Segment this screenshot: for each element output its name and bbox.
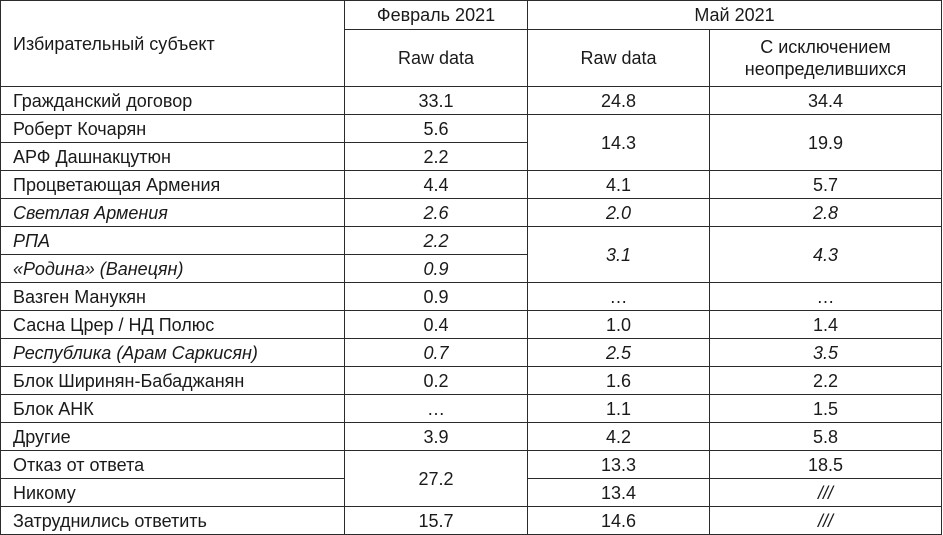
may-value: 4.1	[527, 170, 710, 199]
row-label: Вазген Манукян	[0, 282, 345, 311]
table-row: Затруднились ответить 15.7 14.6 ///	[0, 506, 942, 535]
may-value: 1.0	[527, 310, 710, 339]
row-label: Сасна Црер / НД Полюс	[0, 310, 345, 339]
may-excl-value: 5.7	[709, 170, 942, 199]
may-value: 2.0	[527, 198, 710, 227]
may-excluding-undecided-header: С исключением неопределившихся	[709, 29, 942, 87]
table-row: АРФ Дашнакцутюн 2.2	[0, 142, 942, 171]
row-label: Роберт Кочарян	[0, 114, 345, 143]
may-value: 24.8	[527, 86, 710, 115]
row-label: Отказ от ответа	[0, 450, 345, 479]
table-row: Сасна Црер / НД Полюс 0.4 1.0 1.4	[0, 310, 942, 339]
feb-value: 5.6	[344, 114, 528, 143]
row-label: Процветающая Армения	[0, 170, 345, 199]
excl-header-line1: С исключением	[760, 37, 891, 57]
may-excl-value: 19.9	[709, 114, 942, 171]
may-excl-value: …	[709, 282, 942, 311]
row-label: Светлая Армения	[0, 198, 345, 227]
may-excl-value: 2.8	[709, 198, 942, 227]
feb-value: 4.4	[344, 170, 528, 199]
table-row: Другие 3.9 4.2 5.8	[0, 422, 942, 451]
feb-value: 0.9	[344, 282, 528, 311]
row-label: Блок Ширинян-Бабаджанян	[0, 366, 345, 395]
table-row: Блок АНК … 1.1 1.5	[0, 394, 942, 423]
may-excl-value: 18.5	[709, 450, 942, 479]
may-value: 13.4	[527, 478, 710, 507]
may-value: …	[527, 282, 710, 311]
may-excl-value: 3.5	[709, 338, 942, 367]
may-excl-value: 5.8	[709, 422, 942, 451]
row-label: Другие	[0, 422, 345, 451]
row-label: Никому	[0, 478, 345, 507]
feb-value: 33.1	[344, 86, 528, 115]
feb-value: 3.9	[344, 422, 528, 451]
feb-value: 0.2	[344, 366, 528, 395]
feb-value: …	[344, 394, 528, 423]
row-label: Блок АНК	[0, 394, 345, 423]
feb-value: 2.2	[344, 226, 528, 255]
table-row: Вазген Манукян 0.9 … …	[0, 282, 942, 311]
table-row: Блок Ширинян-Бабаджанян 0.2 1.6 2.2	[0, 366, 942, 395]
may-raw-data-header: Raw data	[527, 29, 710, 87]
table-row: Процветающая Армения 4.4 4.1 5.7	[0, 170, 942, 199]
row-label: Республика (Арам Саркисян)	[0, 338, 345, 367]
subject-column-header: Избирательный субъект	[0, 0, 345, 87]
may-value: 3.1	[527, 226, 710, 283]
feb-value: 2.2	[344, 142, 528, 171]
may-excl-value: 1.5	[709, 394, 942, 423]
feb-value: 15.7	[344, 506, 528, 535]
table-row: Республика (Арам Саркисян) 0.7 2.5 3.5	[0, 338, 942, 367]
feb-value: 27.2	[344, 450, 528, 507]
row-label: Затруднились ответить	[0, 506, 345, 535]
feb-2021-header: Февраль 2021	[344, 0, 528, 30]
table-row: Гражданский договор 33.1 24.8 34.4	[0, 86, 942, 115]
feb-raw-data-header: Raw data	[344, 29, 528, 87]
feb-value: 0.9	[344, 254, 528, 283]
row-label: РПА	[0, 226, 345, 255]
table-row: Роберт Кочарян 5.6 14.3 19.9	[0, 114, 942, 171]
row-label: Гражданский договор	[0, 86, 345, 115]
table-row: Отказ от ответа 27.2 13.3 18.5	[0, 450, 942, 507]
table-row: «Родина» (Ванецян) 0.9	[0, 254, 942, 283]
may-value: 13.3	[527, 450, 710, 479]
may-value: 4.2	[527, 422, 710, 451]
may-2021-header: Май 2021	[527, 0, 942, 30]
may-value: 1.6	[527, 366, 710, 395]
may-value: 14.3	[527, 114, 710, 171]
feb-value: 2.6	[344, 198, 528, 227]
may-value: 1.1	[527, 394, 710, 423]
table-row: Светлая Армения 2.6 2.0 2.8	[0, 198, 942, 227]
header-row-periods: Избирательный субъект Февраль 2021 Май 2…	[0, 0, 942, 87]
excl-header-line2: неопределившихся	[744, 59, 907, 79]
feb-value: 0.4	[344, 310, 528, 339]
row-label: АРФ Дашнакцутюн	[0, 142, 345, 171]
may-excl-value: 2.2	[709, 366, 942, 395]
may-excl-value: ///	[709, 478, 942, 507]
may-value: 14.6	[527, 506, 710, 535]
may-excl-value: 1.4	[709, 310, 942, 339]
may-excl-value: ///	[709, 506, 942, 535]
row-label: «Родина» (Ванецян)	[0, 254, 345, 283]
may-value: 2.5	[527, 338, 710, 367]
header-row-subcolumns: Raw data Raw data С исключением неопредел…	[1, 29, 942, 87]
feb-value: 0.7	[344, 338, 528, 367]
may-excl-value: 34.4	[709, 86, 942, 115]
may-excl-value: 4.3	[709, 226, 942, 283]
table-row: РПА 2.2 3.1 4.3	[0, 226, 942, 283]
